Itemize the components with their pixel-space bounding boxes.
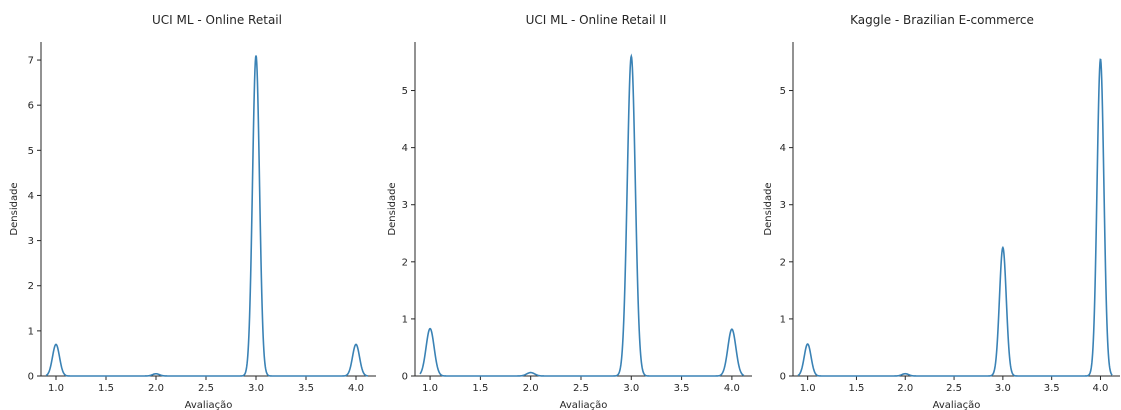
y-tick-label: 7 bbox=[28, 56, 34, 67]
y-tick-label: 5 bbox=[28, 146, 34, 157]
y-tick-label: 1 bbox=[402, 314, 408, 325]
x-tick-label: 2.0 bbox=[148, 383, 164, 394]
x-axis-label: Avaliação bbox=[185, 400, 233, 410]
y-tick-label: 2 bbox=[780, 257, 786, 268]
y-tick-label: 4 bbox=[28, 191, 34, 202]
chart-title: Kaggle - Brazilian E-commerce bbox=[850, 13, 1034, 27]
y-tick-label: 5 bbox=[402, 86, 408, 97]
x-tick-label: 3.0 bbox=[623, 383, 639, 394]
y-tick-label: 1 bbox=[28, 326, 34, 337]
x-axis-label: Avaliação bbox=[560, 400, 608, 410]
x-tick-label: 3.0 bbox=[248, 383, 264, 394]
y-tick-label: 4 bbox=[402, 143, 408, 154]
x-tick-label: 1.5 bbox=[98, 383, 114, 394]
y-tick-label: 0 bbox=[780, 372, 786, 383]
x-tick-label: 2.5 bbox=[946, 383, 962, 394]
x-tick-label: 1.5 bbox=[848, 383, 864, 394]
y-tick-label: 2 bbox=[28, 281, 34, 292]
density-curve bbox=[419, 53, 745, 377]
x-tick-label: 4.0 bbox=[348, 383, 364, 394]
x-tick-label: 3.5 bbox=[1044, 383, 1060, 394]
x-tick-label: 2.5 bbox=[198, 383, 214, 394]
y-tick-label: 3 bbox=[402, 200, 408, 211]
y-axis-label: Densidade bbox=[763, 182, 774, 235]
y-tick-label: 2 bbox=[402, 257, 408, 268]
y-tick-label: 4 bbox=[780, 143, 786, 154]
y-axis-label: Densidade bbox=[387, 182, 398, 235]
x-tick-label: 1.0 bbox=[800, 383, 816, 394]
y-tick-label: 3 bbox=[780, 200, 786, 211]
y-tick-label: 5 bbox=[780, 86, 786, 97]
y-tick-label: 6 bbox=[28, 101, 34, 112]
x-tick-label: 4.0 bbox=[1093, 383, 1109, 394]
x-tick-label: 1.0 bbox=[48, 383, 64, 394]
density-curve bbox=[797, 58, 1113, 377]
y-tick-label: 0 bbox=[28, 372, 34, 383]
x-tick-label: 2.5 bbox=[573, 383, 589, 394]
x-tick-label: 1.5 bbox=[472, 383, 488, 394]
y-tick-label: 0 bbox=[402, 372, 408, 383]
chart-title: UCI ML - Online Retail bbox=[152, 13, 282, 27]
density-curve bbox=[45, 55, 369, 377]
x-tick-label: 1.0 bbox=[422, 383, 438, 394]
y-axis-label: Densidade bbox=[9, 182, 20, 235]
x-tick-label: 3.0 bbox=[995, 383, 1011, 394]
x-tick-label: 2.0 bbox=[897, 383, 913, 394]
density-panel-3: Kaggle - Brazilian E-commerce 1.0 1.5 2.0 2.… bbox=[763, 13, 1120, 410]
x-tick-label: 3.5 bbox=[674, 383, 690, 394]
density-panel-1: UCI ML - Online Retail 1.0 1.5 2.0 2.5 3.0 3.5… bbox=[9, 13, 376, 410]
density-panel-2: UCI ML - Online Retail II 1.0 1.5 2.0 2.5 3.0… bbox=[387, 13, 752, 410]
y-tick-label: 1 bbox=[780, 314, 786, 325]
x-tick-label: 3.5 bbox=[298, 383, 314, 394]
x-tick-label: 2.0 bbox=[523, 383, 539, 394]
x-tick-label: 4.0 bbox=[724, 383, 740, 394]
chart-title: UCI ML - Online Retail II bbox=[526, 13, 667, 27]
y-tick-label: 3 bbox=[28, 236, 34, 247]
x-axis-label: Avaliação bbox=[933, 400, 981, 410]
